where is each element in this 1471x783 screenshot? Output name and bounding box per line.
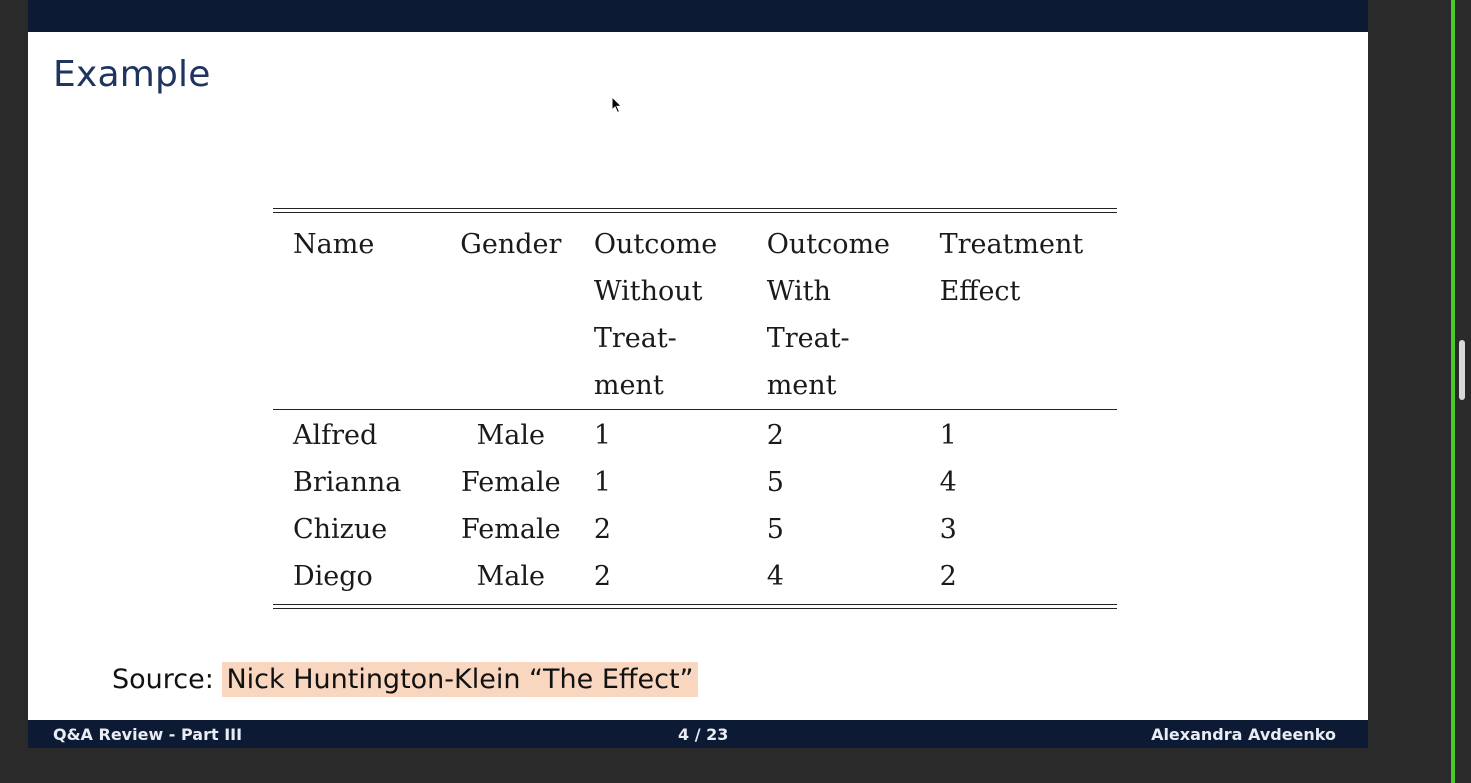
cell-outcome-with: 5 (766, 514, 784, 545)
footer-author: Alexandra Avdeenko (1151, 725, 1336, 744)
table-row: Brianna Female 1 5 4 (273, 459, 1117, 506)
cell-treatment-effect: 2 (939, 561, 957, 592)
cell-name: Chizue (293, 514, 388, 545)
table-header-row: Name Gender Outcome Without Treat- ment (273, 213, 1117, 409)
cell-outcome-without: 2 (593, 561, 612, 592)
header-outcome-with-treatment: Outcome With Treat- ment (766, 229, 891, 401)
header-gender: Gender (460, 229, 562, 260)
cell-treatment-effect: 4 (939, 467, 957, 498)
footer-presentation-title: Q&A Review - Part III (53, 725, 243, 744)
cell-outcome-with: 4 (766, 561, 784, 592)
slide-footer: Q&A Review - Part III 4 / 23 Alexandra A… (28, 720, 1368, 748)
table-mid-rule (273, 409, 1117, 410)
header-treatment-effect: Treatment Effect (939, 229, 1084, 307)
active-speaker-indicator (1451, 0, 1455, 783)
cell-gender: Male (476, 561, 545, 592)
data-table: Name Gender Outcome Without Treat- ment (273, 208, 1117, 609)
scrollbar-thumb[interactable] (1459, 340, 1465, 400)
source-text-highlighted: Nick Huntington-Klein “The Effect” (222, 662, 698, 697)
cell-name: Alfred (293, 420, 378, 451)
header-name: Name (293, 229, 375, 260)
header-outcome-without-treatment: Outcome Without Treat- ment (593, 229, 718, 401)
source-label: Source: (112, 664, 214, 695)
cell-treatment-effect: 1 (939, 420, 957, 451)
table-row: Diego Male 2 4 2 (273, 553, 1117, 604)
cell-outcome-without: 1 (593, 467, 612, 498)
cell-gender: Female (461, 514, 561, 545)
cell-treatment-effect: 3 (939, 514, 957, 545)
mouse-pointer-icon (611, 96, 623, 114)
footer-page-number: 4 / 23 (678, 725, 729, 744)
cell-outcome-with: 2 (766, 420, 784, 451)
cell-name: Diego (293, 561, 373, 592)
table-row: Alfred Male 1 2 1 (273, 410, 1117, 459)
slide-top-bar (28, 0, 1368, 32)
cell-gender: Male (476, 420, 545, 451)
cell-name: Brianna (293, 467, 402, 498)
cell-outcome-with: 5 (766, 467, 784, 498)
cell-gender: Female (461, 467, 561, 498)
slide-title: Example (53, 54, 211, 95)
source-citation: Source: Nick Huntington-Klein “The Effec… (112, 662, 698, 697)
cell-outcome-without: 1 (593, 420, 612, 451)
table-top-rule (273, 208, 1117, 213)
table-row: Chizue Female 2 5 3 (273, 506, 1117, 553)
table-bottom-rule (273, 604, 1117, 609)
cell-outcome-without: 2 (593, 514, 612, 545)
slide: Example Name Gender Outcome (28, 0, 1368, 748)
